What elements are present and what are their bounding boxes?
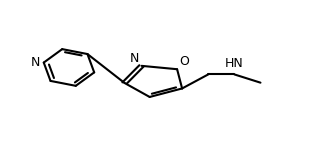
Text: N: N [31,56,40,69]
Text: N: N [130,52,139,65]
Text: HN: HN [225,57,244,70]
Text: O: O [179,55,189,68]
